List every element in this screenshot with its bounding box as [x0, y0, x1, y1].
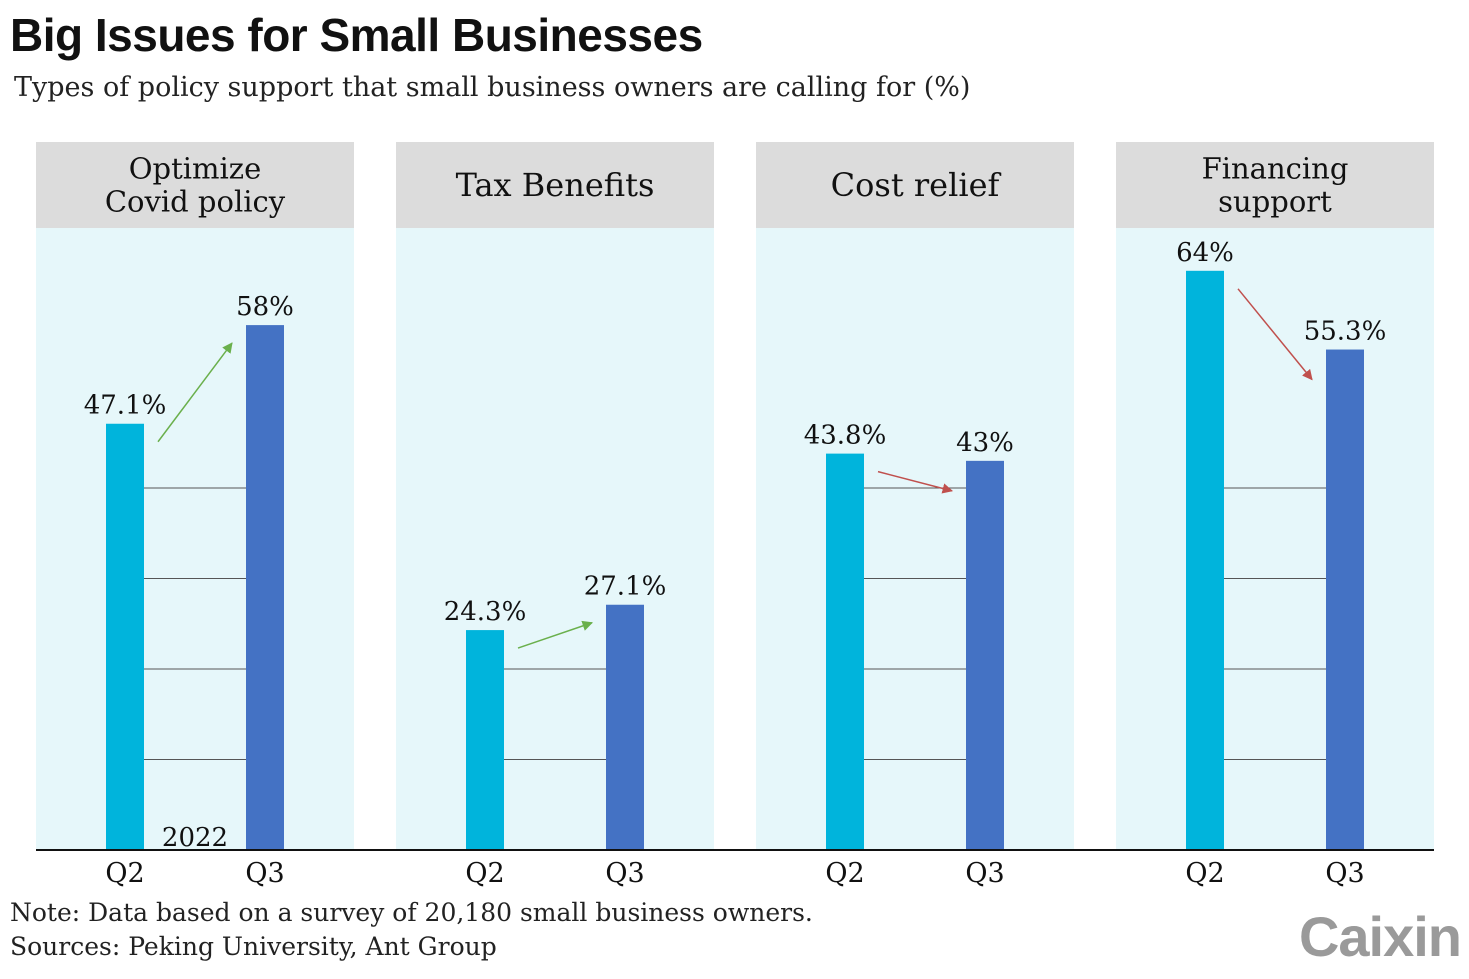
panel-3-header	[756, 142, 1074, 228]
panel-4-bar-q3	[1326, 349, 1364, 850]
panel-4-label-q2: 64%	[1176, 238, 1234, 268]
panel-3-header-label: Cost relief	[831, 166, 1002, 204]
panel-2-header-label: Tax Benefits	[456, 166, 655, 204]
panel-1-header-label: Covid policy	[105, 185, 286, 219]
panel-1-label-q2: 47.1%	[84, 391, 167, 421]
panel-2-label-q3: 27.1%	[584, 572, 667, 602]
x-tick-label: Q3	[605, 858, 644, 889]
panel-2-bar-q3	[606, 604, 644, 850]
panel-4-header-label: Financing	[1202, 152, 1349, 186]
panel-2-bar-q2	[466, 630, 504, 850]
panel-1-header-label: Optimize	[129, 152, 261, 186]
x-tick-label: Q3	[1325, 858, 1364, 889]
panel-1-background	[36, 228, 354, 850]
panel-3-bar-q3	[966, 460, 1004, 850]
panel-3-label-q3: 43%	[956, 428, 1014, 458]
panel-1-bar-q3	[246, 325, 284, 851]
chart-title: Big Issues for Small Businesses	[10, 9, 703, 61]
x-tick-label: Q2	[105, 858, 144, 889]
panel-2-trend-arrow	[517, 620, 593, 649]
panel-2-background	[396, 228, 714, 850]
panel-4-header	[1116, 142, 1434, 228]
panel-3-label-q2: 43.8%	[804, 421, 887, 451]
panel-4-background	[1116, 228, 1434, 850]
x-tick-label: Q3	[245, 858, 284, 889]
panel-2-header	[396, 142, 714, 228]
sources-text: Sources: Peking University, Ant Group	[10, 932, 497, 961]
chart-subtitle: Types of policy support that small busin…	[14, 72, 971, 103]
x-tick-label: Q3	[965, 858, 1004, 889]
panel-4-label-q3: 55.3%	[1304, 317, 1387, 347]
year-label: 2022	[162, 823, 228, 853]
panel-1-bar-q2	[106, 423, 144, 850]
note-text: Note: Data based on a survey of 20,180 s…	[10, 898, 813, 927]
panel-4-trend-arrow	[1237, 288, 1313, 381]
panel-3-trend-arrow	[877, 470, 954, 494]
x-tick-label: Q2	[465, 858, 504, 889]
x-tick-label: Q2	[1185, 858, 1224, 889]
panel-1-trend-arrow	[157, 342, 233, 443]
x-tick-label: Q2	[825, 858, 864, 889]
panel-4-header-label: support	[1218, 185, 1332, 219]
panel-3-background	[756, 228, 1074, 850]
panel-1-label-q3: 58%	[236, 292, 294, 322]
panel-2-label-q2: 24.3%	[444, 597, 527, 627]
panel-4-bar-q2	[1186, 270, 1224, 850]
caixin-logo: Caixin	[1298, 905, 1462, 968]
panel-1-header	[36, 142, 354, 228]
panel-3-bar-q2	[826, 453, 864, 850]
